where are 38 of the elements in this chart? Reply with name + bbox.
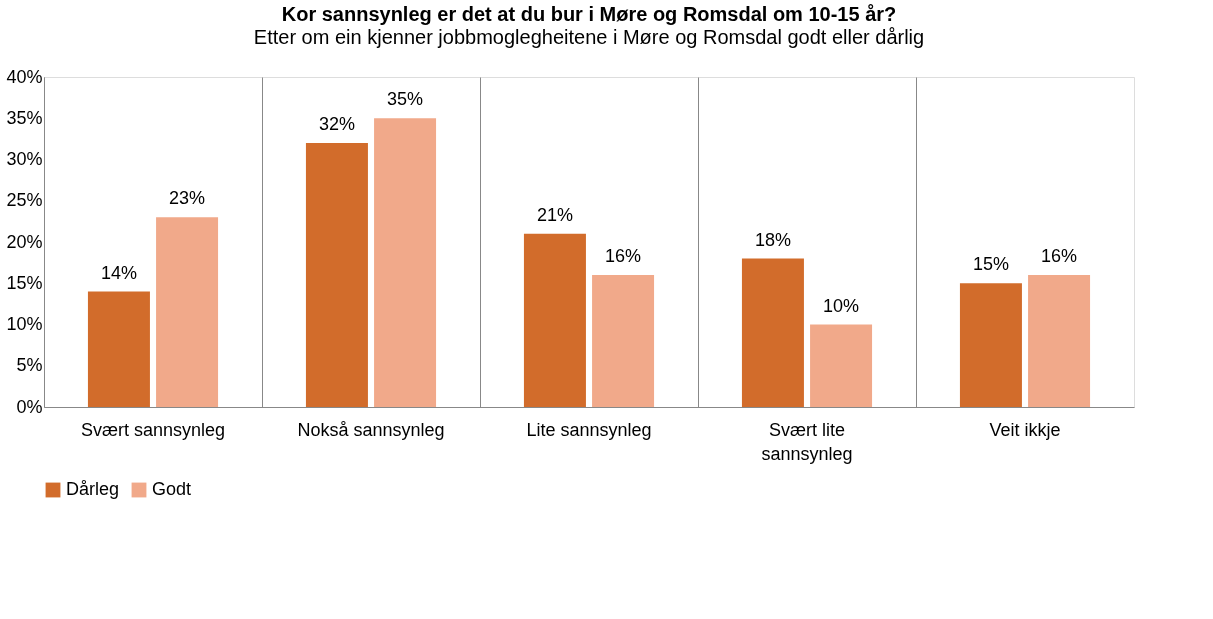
y-tick-label: 15% [6, 272, 43, 293]
bar [741, 258, 804, 407]
data-label: 16% [1041, 246, 1078, 266]
bar [523, 233, 586, 407]
y-tick-label: 5% [16, 355, 43, 376]
data-label: 21% [536, 204, 573, 225]
x-tick-label: Svært lite sannsynleg [761, 419, 853, 464]
y-tick-label: 40% [6, 66, 43, 87]
x-tick-label: Svært sannsynleg [80, 419, 226, 440]
data-label: 35% [387, 89, 424, 110]
x-tick-label: Lite sannsynleg [526, 419, 652, 440]
y-tick-label: 30% [6, 149, 43, 169]
data-label: 16% [605, 246, 642, 266]
data-label: 10% [823, 295, 860, 316]
legend-label: Dårleg [66, 479, 120, 499]
data-label: 14% [100, 262, 137, 283]
bar [1028, 275, 1091, 407]
bar [592, 275, 655, 407]
bar [156, 217, 219, 407]
chart-subtitle: Etter om ein kjenner jobbmoglegheitene i Møre og Romsdal godt eller dårlig [253, 26, 925, 48]
bar [87, 291, 150, 407]
y-tick-label: 35% [6, 107, 43, 128]
chart-title: Kor sannsynleg er det at du bur i Møre og Romsdal om 10-15 år? [281, 3, 897, 25]
y-tick-label: 0% [16, 396, 43, 417]
y-tick-label: 25% [6, 190, 43, 211]
y-tick-label: 10% [6, 314, 43, 334]
data-label: 23% [169, 188, 206, 209]
bar [959, 283, 1022, 407]
data-label: 18% [754, 229, 791, 250]
data-label: 32% [318, 114, 355, 134]
data-label: 15% [972, 254, 1009, 275]
bar [810, 324, 873, 407]
bar [374, 118, 437, 407]
x-tick-label: Nokså sannsynleg [297, 419, 445, 440]
y-tick-label: 20% [6, 231, 43, 252]
bar [305, 143, 368, 407]
x-tick-label: Veit ikkje [989, 419, 1061, 440]
legend-label: Godt [152, 479, 192, 499]
